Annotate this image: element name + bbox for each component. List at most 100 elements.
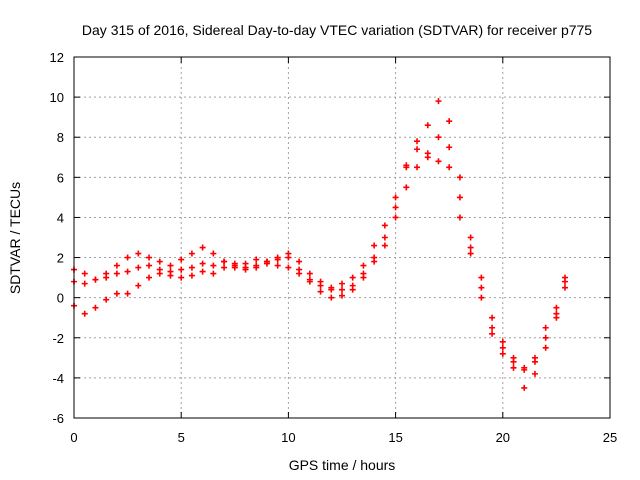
data-point [113,262,120,269]
data-point [210,270,217,277]
axis-ticks: 0 5 10 15 20 25 -6 -4 -2 0 2 4 6 8 10 12 [50,50,618,445]
chart-title: Day 315 of 2016, Sidereal Day-to-day VTE… [82,22,592,38]
data-point [221,258,228,265]
data-point [489,330,496,337]
data-point [349,274,356,281]
data-point [456,214,463,221]
data-point [435,134,442,141]
data-point [456,174,463,181]
data-point [478,274,485,281]
data-point [489,324,496,331]
data-point [306,270,313,277]
data-point [371,242,378,249]
data-point [135,264,142,271]
data-point [553,310,560,317]
x-axis-label: GPS time / hours [289,457,396,473]
data-point [274,262,281,269]
data-point [221,264,228,271]
data-point [81,280,88,287]
data-point [446,118,453,125]
data-point [317,288,324,295]
data-point [178,274,185,281]
data-point [531,358,538,365]
data-point [113,270,120,277]
data-point [296,258,303,265]
data-point [553,304,560,311]
data-point [424,122,431,129]
series-track-2 [71,98,568,377]
data-point [478,294,485,301]
data-point [467,244,474,251]
data-point [403,162,410,169]
data-point [188,250,195,257]
data-points [71,98,568,391]
data-point [167,262,174,269]
x-tick-label: 20 [496,430,510,445]
data-point [414,138,421,145]
y-tick-label: 0 [57,291,64,306]
data-point [156,258,163,265]
data-point [542,334,549,341]
data-point [253,264,260,271]
data-point [381,222,388,229]
data-point [339,286,345,293]
y-tick-label: 8 [57,130,64,145]
data-point [381,234,388,241]
data-point [360,274,367,281]
data-point [231,264,238,271]
data-point [317,282,324,289]
y-tick-label: 6 [57,170,64,185]
y-tick-label: 4 [57,210,64,225]
data-point [392,214,399,221]
data-point [435,158,442,165]
data-point [339,280,345,287]
data-point [521,364,528,371]
data-point [188,264,195,271]
y-tick-label: -6 [52,411,64,426]
data-point [92,304,99,311]
data-point [253,256,260,263]
data-point [103,270,110,277]
data-point [435,98,442,105]
data-point [242,266,249,273]
data-point [446,144,453,151]
data-point [92,276,99,283]
data-point [414,164,421,171]
y-tick-label: -2 [52,331,64,346]
data-point [156,270,163,277]
data-point [199,244,206,251]
data-point [414,146,421,153]
data-point [178,256,185,263]
x-tick-label: 10 [281,430,295,445]
x-tick-label: 15 [388,430,402,445]
data-point [81,310,88,317]
data-point [146,254,153,261]
data-point [531,370,538,377]
data-point [467,250,474,257]
data-point [510,354,517,361]
data-point [210,262,217,269]
data-point [499,344,506,351]
data-point [135,250,142,257]
data-point [371,258,378,265]
data-point [521,384,528,391]
data-point [510,364,517,371]
data-point [328,294,335,301]
data-point [124,254,131,261]
data-point [210,250,217,257]
data-point [296,266,303,273]
data-point [124,290,131,297]
data-point [135,282,142,289]
data-point [199,268,206,275]
y-axis-label: SDTVAR / TECUs [7,182,23,294]
data-point [167,272,174,279]
data-point [499,350,506,357]
data-point [146,262,153,269]
data-point [306,278,313,285]
data-point [392,204,399,211]
data-point [424,154,431,161]
y-tick-label: -4 [52,371,64,386]
data-point [285,254,292,261]
data-point [274,256,281,263]
